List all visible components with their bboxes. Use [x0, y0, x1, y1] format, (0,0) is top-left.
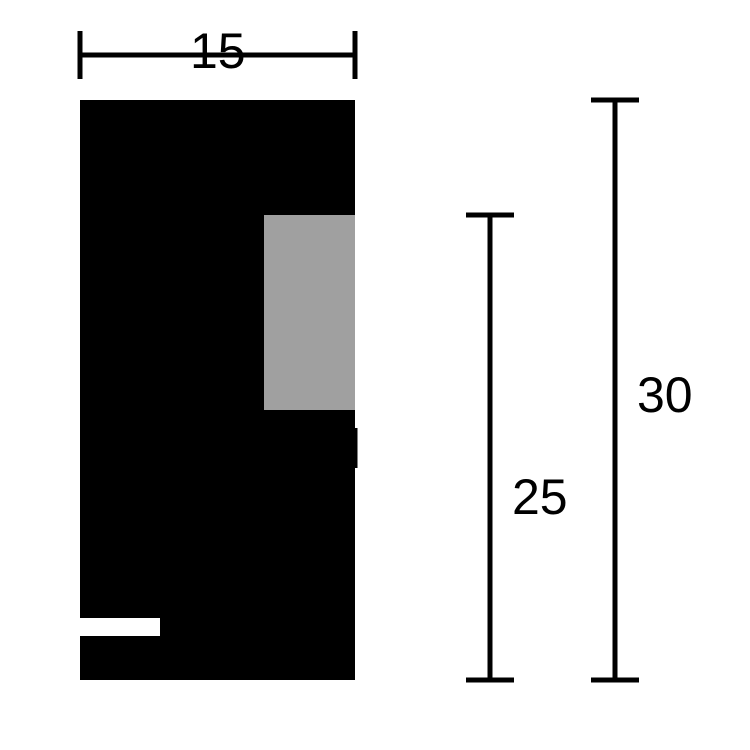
diagram-canvas: 15 5 25 30	[0, 0, 750, 750]
dimension-label-rebate-height: 25	[512, 468, 568, 526]
dimension-label-full-height: 30	[637, 366, 693, 424]
dimension-label-top: 15	[190, 22, 246, 80]
dimension-label-rebate-width: 5	[290, 420, 318, 478]
